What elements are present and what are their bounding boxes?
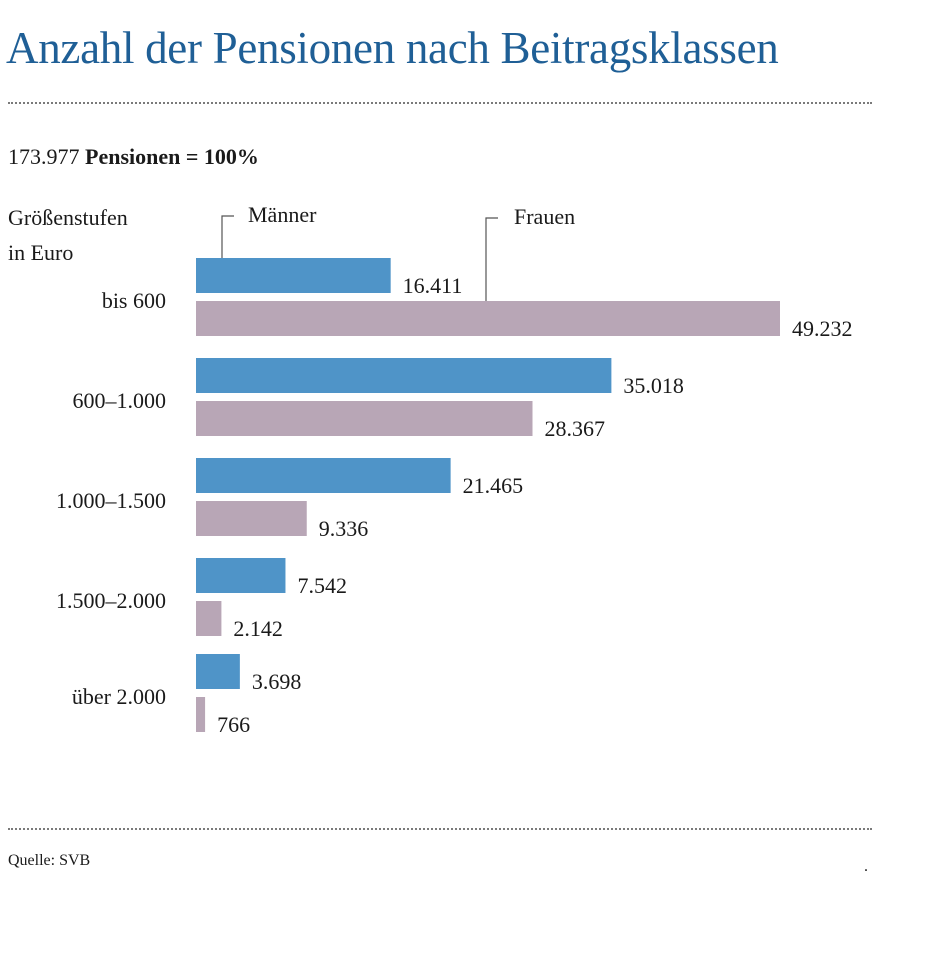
bar-frauen	[196, 301, 780, 336]
bottom-divider	[8, 828, 872, 830]
category-label: 1.000–1.500	[56, 488, 166, 513]
total-line: 173.977 Pensionen = 100%	[8, 144, 259, 170]
category-label: 1.500–2.000	[56, 588, 166, 613]
legend-leader-maenner	[221, 215, 234, 258]
total-number: 173.977	[8, 144, 80, 169]
bar-maenner	[196, 458, 451, 493]
category-label: bis 600	[102, 288, 166, 313]
bar-maenner	[196, 258, 391, 293]
bar-maenner	[196, 558, 286, 593]
value-label-frauen: 49.232	[792, 316, 853, 341]
category-axis-title: Größenstufen in Euro	[8, 200, 128, 270]
bar-frauen	[196, 697, 206, 732]
chart-title: Anzahl der Pensionen nach Beitragsklasse…	[6, 23, 779, 73]
category-label: 600–1.000	[73, 388, 167, 413]
axis-title-line-1: Größenstufen	[8, 205, 128, 230]
value-label-maenner: 35.018	[623, 373, 684, 398]
top-divider	[8, 102, 872, 104]
legend-frauen: Frauen	[514, 204, 575, 229]
value-label-frauen: 9.336	[319, 516, 369, 541]
bar-chart: bis 600 16.411 49.232 600–1.000 35.018 28.367…	[56, 202, 853, 737]
legend-leader-frauen	[485, 217, 498, 301]
value-label-maenner: 3.698	[252, 669, 302, 694]
bar-maenner	[196, 358, 612, 393]
value-label-maenner: 16.411	[403, 273, 463, 298]
value-label-maenner: 21.465	[463, 473, 524, 498]
bar-maenner	[196, 654, 240, 689]
end-mark: .	[864, 858, 868, 875]
category-label: über 2.000	[72, 684, 166, 709]
value-label-maenner: 7.542	[297, 573, 347, 598]
axis-title-line-2: in Euro	[8, 240, 74, 265]
total-label: Pensionen = 100%	[85, 144, 259, 169]
value-label-frauen: 28.367	[544, 416, 605, 441]
bar-frauen	[196, 401, 533, 436]
bar-frauen	[196, 601, 222, 636]
bar-frauen	[196, 501, 307, 536]
legend-maenner: Männer	[248, 202, 317, 227]
source-note: Quelle: SVB	[8, 852, 91, 869]
value-label-frauen: 2.142	[233, 616, 283, 641]
value-label-frauen: 766	[217, 712, 250, 737]
